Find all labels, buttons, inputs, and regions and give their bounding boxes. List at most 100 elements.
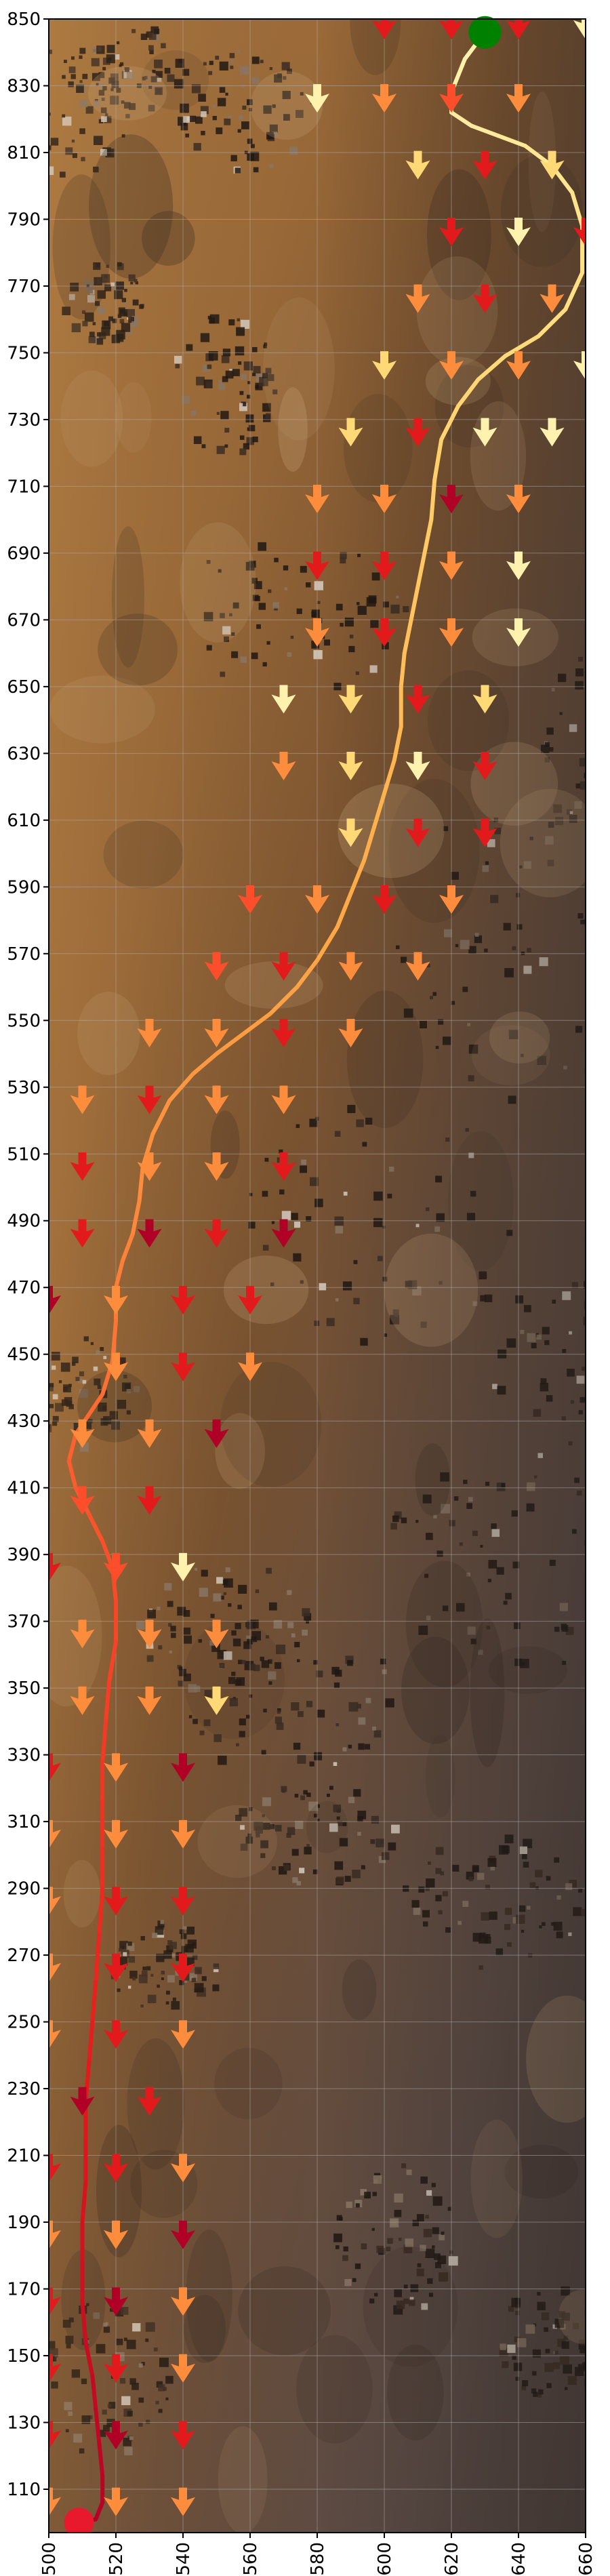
x-tick-label: 560	[241, 2542, 261, 2576]
path-segment	[87, 1392, 105, 1417]
field-arrow	[472, 418, 497, 447]
field-arrow	[271, 1219, 296, 1248]
field-arrow	[171, 2287, 195, 2316]
field-arrow	[540, 150, 565, 180]
path-segment	[167, 1072, 195, 1103]
vector-field-arrows	[49, 19, 586, 2516]
trajectory-path	[66, 30, 585, 2525]
y-tick-label: 270	[7, 1946, 41, 1966]
field-arrow	[49, 1285, 61, 1314]
y-tick-label: 250	[7, 2013, 41, 2033]
field-arrow	[338, 1018, 363, 1047]
y-tick-label: 730	[7, 410, 41, 430]
field-arrow	[49, 2421, 61, 2450]
x-tick-label: 640	[509, 2542, 529, 2576]
path-segment	[190, 1051, 219, 1076]
field-arrow	[49, 1953, 61, 1982]
y-tick-label: 590	[7, 877, 41, 898]
field-arrow	[104, 1552, 128, 1582]
field-arrow	[372, 351, 396, 380]
path-segment	[83, 2340, 95, 2378]
field-arrow	[70, 1686, 95, 1715]
field-arrow	[49, 1753, 61, 1782]
field-arrow	[439, 218, 464, 247]
field-arrow	[104, 2421, 128, 2450]
path-segment	[392, 724, 403, 763]
field-arrow	[137, 1619, 162, 1649]
field-arrow	[171, 1887, 195, 1916]
y-tick-label: 230	[7, 2079, 41, 2099]
field-arrow	[204, 1686, 229, 1715]
field-arrow	[49, 2154, 61, 2183]
field-arrow	[271, 752, 296, 781]
field-arrow	[171, 1753, 195, 1782]
field-arrow	[271, 1018, 296, 1047]
field-arrow	[137, 1152, 162, 1181]
field-arrow	[439, 19, 464, 39]
field-arrow	[137, 1219, 162, 1248]
path-segment	[214, 1031, 246, 1056]
field-arrow	[171, 2421, 195, 2450]
y-tick-label: 370	[7, 1612, 41, 1632]
path-segment	[432, 437, 444, 482]
y-tick-label: 290	[7, 1879, 41, 1899]
field-arrow	[271, 1152, 296, 1181]
y-tick-label: 570	[7, 944, 41, 965]
path-segment	[150, 1098, 172, 1136]
path-segment	[80, 2179, 88, 2225]
field-arrow	[204, 952, 229, 981]
field-arrow	[70, 1152, 95, 1181]
field-arrow	[171, 2487, 195, 2516]
field-arrow	[271, 685, 296, 714]
start-marker	[468, 16, 502, 49]
path-segment	[335, 891, 353, 929]
field-arrow	[70, 1419, 95, 1448]
path-segment	[523, 144, 554, 168]
path-segment	[402, 618, 413, 656]
path-segment	[87, 1512, 105, 1544]
y-tick-label: 390	[7, 1545, 41, 1565]
y-tick-label: 550	[7, 1011, 41, 1031]
field-arrow	[137, 1486, 162, 1515]
field-arrow	[171, 1352, 195, 1382]
path-segment	[362, 824, 377, 862]
y-tick-label: 750	[7, 343, 41, 363]
y-tick-label: 770	[7, 277, 41, 297]
field-arrow	[405, 418, 430, 447]
field-arrow	[338, 952, 363, 981]
path-segment	[415, 550, 427, 589]
field-arrow	[305, 84, 329, 113]
y-tick-label: 330	[7, 1746, 41, 1766]
field-arrow	[506, 19, 531, 39]
path-segment	[348, 858, 367, 896]
path-segment	[66, 1432, 78, 1464]
path-segment	[372, 791, 386, 829]
field-arrow	[104, 2154, 128, 2183]
y-tick-label: 530	[7, 1078, 41, 1098]
field-arrow	[204, 1419, 229, 1448]
path-segment	[422, 517, 434, 555]
path-segment	[104, 1679, 112, 1724]
path-segment	[496, 134, 527, 148]
path-segment	[536, 307, 568, 338]
field-arrow	[439, 885, 464, 914]
field-arrow	[104, 1352, 128, 1382]
path-segment	[315, 925, 340, 963]
field-arrow	[171, 1285, 195, 1314]
y-tick-label: 710	[7, 477, 41, 497]
field-arrow	[573, 19, 586, 39]
field-arrow	[472, 818, 497, 847]
x-tick-label: 600	[375, 2542, 395, 2576]
y-tick-label: 630	[7, 744, 41, 764]
y-tick-label: 510	[7, 1144, 41, 1165]
y-tick-label: 170	[7, 2280, 41, 2300]
field-arrow	[171, 1953, 195, 1982]
y-tick-label: 850	[7, 9, 41, 30]
y-tick-label: 450	[7, 1345, 41, 1365]
path-segment	[130, 1199, 142, 1236]
field-arrow	[271, 1085, 296, 1114]
field-arrow	[506, 84, 531, 113]
path-segment	[100, 1719, 108, 1764]
field-arrow	[439, 485, 464, 514]
